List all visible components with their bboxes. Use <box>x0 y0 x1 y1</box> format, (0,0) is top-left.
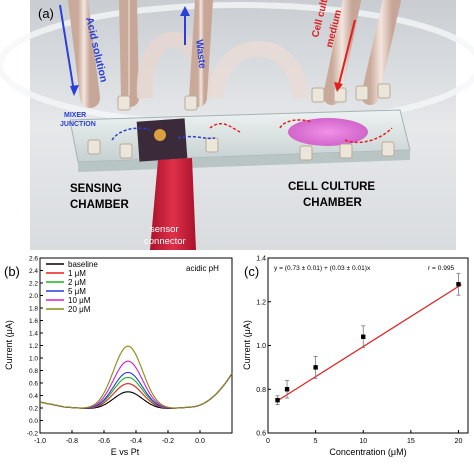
y-tick-label: 1.0 <box>256 343 266 350</box>
arch-tube-right <box>207 40 308 100</box>
x-tick-label: -1.0 <box>34 438 46 445</box>
medium-arrow <box>337 19 356 89</box>
data-point-0 <box>275 397 280 403</box>
panel-c-data <box>275 272 462 405</box>
y-tick-label: 1.2 <box>256 299 266 306</box>
panel-b-xlabel: E vs Pt <box>111 447 140 457</box>
data-point-2 <box>313 365 318 370</box>
panel-c-label: (c) <box>244 264 259 279</box>
culture-chamber-fill <box>288 118 368 146</box>
sensing-label-2: CHAMBER <box>70 199 129 211</box>
panel-b-annotation: acidic pH <box>186 264 219 273</box>
x-tick-label: 0.0 <box>195 438 205 445</box>
ports <box>87 83 395 161</box>
connector-label-2: connector <box>144 236 186 247</box>
y-tick-label: 0.6 <box>256 431 266 438</box>
panel-c-ticks: 0 5 10 15 20 0.6 0.8 1.0 1.2 1.4 <box>256 256 462 446</box>
panel-c-ylabel: Current (μA) <box>242 320 252 370</box>
data-point-3 <box>361 334 366 339</box>
y-tick-label: 0.8 <box>256 387 266 394</box>
medium-tube-1 <box>323 0 361 105</box>
data-point-1 <box>284 387 290 392</box>
panel-b-ylabel: Current (μA) <box>4 320 14 370</box>
y-tick-label: 2.2 <box>29 281 38 288</box>
panel-c-equation: y = (0.73 ± 0.01) + (0.03 ± 0.01)x <box>274 265 371 272</box>
medium-tube-2 <box>361 0 401 105</box>
y-tick-label: 2.6 <box>29 256 38 263</box>
mixer-label-2: JUNCTION <box>60 121 96 128</box>
y-tick-label: 1.8 <box>29 306 38 313</box>
panel-c-chart: (c) 0 5 10 15 20 0.6 0.8 1.0 1.2 1.4 y = (0.73 ± … <box>242 256 469 457</box>
y-tick-label: 0.0 <box>29 418 38 425</box>
acid-tube <box>68 0 100 108</box>
sensing-label-1: SENSING <box>70 183 122 195</box>
y-tick-label: -0.2 <box>27 431 39 438</box>
y-tick-label: 0.8 <box>29 368 38 375</box>
y-tick-label: 1.4 <box>256 256 266 263</box>
panel-b-curves <box>39 345 233 409</box>
acid-arrow <box>59 4 75 93</box>
culture-label-2: CHAMBER <box>303 197 362 209</box>
y-tick-label: 0.6 <box>29 381 38 388</box>
culture-label-1: CELL CULTURE <box>288 181 375 193</box>
x-tick-label: -0.4 <box>130 438 142 445</box>
connector-label-1: sensor <box>150 224 179 235</box>
data-point-4 <box>456 282 461 287</box>
flow-arrow-blue-2 <box>177 135 216 140</box>
y-tick-label: 1.2 <box>29 343 38 350</box>
medium-arrowhead <box>334 82 343 92</box>
x-tick-label: 0 <box>266 438 270 445</box>
left-tube <box>119 0 139 107</box>
x-tick-label: -0.8 <box>66 438 78 445</box>
flow-arrow-red-1 <box>209 123 241 133</box>
x-tick-label: 20 <box>455 438 463 445</box>
y-tick-label: 2.4 <box>29 268 38 275</box>
legend-label-1: 1 μM <box>68 269 86 278</box>
electrode-dot <box>154 129 166 141</box>
waste-tube <box>189 0 213 107</box>
panel-c-xlabel: Concentration (μM) <box>329 447 406 457</box>
y-tick-label: 2.0 <box>29 293 38 300</box>
legend-label-2: 2 μM <box>68 278 86 287</box>
panel-b-ticks: -1.0 -0.8 -0.6 -0.4 -0.2 0.0 -0.2 0.0 0.2 0.4 0.6 0… <box>27 256 205 446</box>
fit-line <box>277 284 462 402</box>
y-tick-label: 1.0 <box>29 356 38 363</box>
mixer-label-1: MIXER <box>64 112 86 119</box>
legend-label-3: 5 μM <box>68 287 86 296</box>
panel-a-label: (a) <box>38 6 54 21</box>
series-line-5 <box>39 345 233 409</box>
x-tick-label: 15 <box>407 438 415 445</box>
x-tick-label: 5 <box>314 438 318 445</box>
waste-arrowhead <box>180 6 190 16</box>
y-tick-label: 0.2 <box>29 406 38 413</box>
panel-b-chart: (b) -1.0 -0.8 -0.6 -0.4 -0.2 0.0 -0.2 0.0 0.2 0.4… <box>4 256 233 457</box>
y-tick-label: 1.6 <box>29 318 38 325</box>
waste-label: Waste <box>193 39 208 70</box>
panel-b-frame <box>39 257 233 434</box>
legend-label-0: baseline <box>68 260 98 269</box>
flow-arrow-red-3 <box>344 127 393 144</box>
y-tick-label: 0.4 <box>29 393 38 400</box>
panel-c-frame <box>267 257 469 434</box>
x-tick-label: -0.2 <box>162 438 174 445</box>
flow-arrow-red-2 <box>279 119 313 129</box>
panel-b-label: (b) <box>4 264 20 279</box>
legend-label-5: 20 μM <box>68 305 91 314</box>
flow-arrow-blue-1 <box>111 127 151 141</box>
legend-label-4: 10 μM <box>68 296 91 305</box>
acid-arrowhead <box>70 85 79 96</box>
x-tick-label: -0.6 <box>98 438 110 445</box>
panel-a-photo: (a) Acid solution Waste Cell culture med… <box>30 0 456 250</box>
panel-c-r-value: r = 0.995 <box>428 265 455 272</box>
x-tick-label: 10 <box>359 438 367 445</box>
sensor-connector <box>150 158 196 250</box>
y-tick-label: 1.4 <box>29 331 38 338</box>
